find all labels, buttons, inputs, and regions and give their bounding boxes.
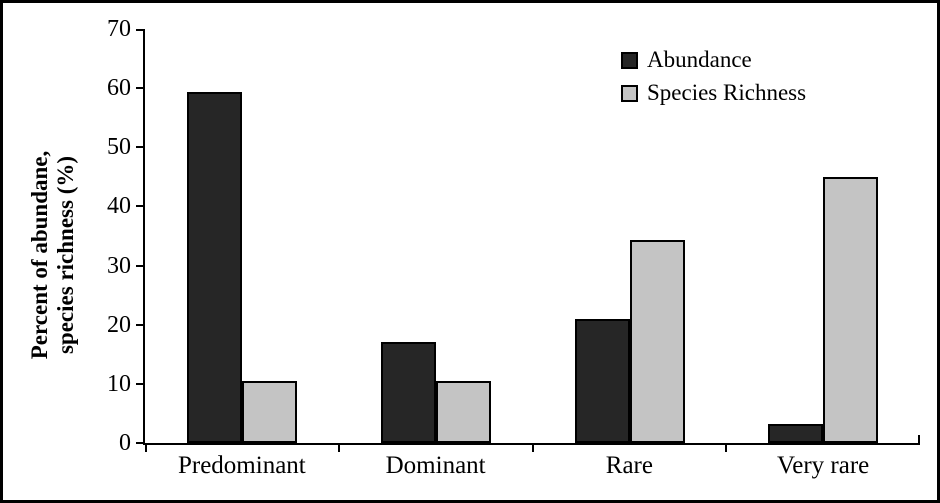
bar-abundance-very-rare xyxy=(768,424,824,443)
y-axis-tick-label: 50 xyxy=(107,134,131,161)
legend-swatch-abundance xyxy=(621,51,638,69)
legend-item-abundance: Abundance xyxy=(621,45,806,75)
bar-abundance-dominant xyxy=(380,342,436,443)
bar-abundance-predominant xyxy=(187,92,242,443)
y-axis-tick-label: 30 xyxy=(107,252,131,279)
y-axis-tick-label: 60 xyxy=(107,75,131,102)
bar-species-richness-rare xyxy=(629,240,685,443)
bar-species-richness-predominant xyxy=(242,380,297,443)
y-axis-tick-label: 20 xyxy=(107,311,131,338)
legend-swatch-species-richness xyxy=(621,84,638,102)
x-category-label-rare: Rare xyxy=(605,452,653,479)
x-axis-end-tick xyxy=(918,435,920,443)
bar-abundance-rare xyxy=(574,318,630,443)
x-category-label-predominant: Predominant xyxy=(177,452,306,479)
bar-species-richness-dominant xyxy=(435,380,491,443)
y-axis-tick xyxy=(136,146,145,149)
y-axis-tick xyxy=(136,323,145,326)
x-category-label-dominant: Dominant xyxy=(385,452,486,479)
x-axis-tick xyxy=(337,443,340,452)
legend-item-species-richness: Species Richness xyxy=(621,78,806,108)
y-axis-tick xyxy=(136,264,145,267)
x-category-label-very-rare: Very rare xyxy=(776,452,870,479)
y-axis-tick xyxy=(136,87,145,90)
x-axis-tick xyxy=(145,443,147,452)
legend-label-abundance: Abundance xyxy=(647,47,752,72)
plot-area: 0 10 20 30 40 50 60 70 Predominant Dominant Rare Ve… xyxy=(107,16,920,479)
y-axis-tick-label: 70 xyxy=(107,16,131,42)
y-axis-tick xyxy=(136,442,145,444)
y-axis-tick-label: 40 xyxy=(107,193,131,220)
legend-label-species-richness: Species Richness xyxy=(647,80,807,105)
y-axis-tick-label: 10 xyxy=(107,370,131,397)
y-axis-tick xyxy=(136,205,145,208)
x-axis-tick xyxy=(531,443,534,452)
y-axis-tick xyxy=(136,382,145,385)
y-axis-title-line1: Percent of abundane, xyxy=(27,150,52,360)
bar-species-richness-very-rare xyxy=(823,177,879,443)
x-axis-tick xyxy=(725,443,728,452)
legend: Abundance Species Richness xyxy=(621,45,806,111)
y-axis-tick-label: 0 xyxy=(119,430,131,456)
y-axis-tick xyxy=(136,29,145,31)
